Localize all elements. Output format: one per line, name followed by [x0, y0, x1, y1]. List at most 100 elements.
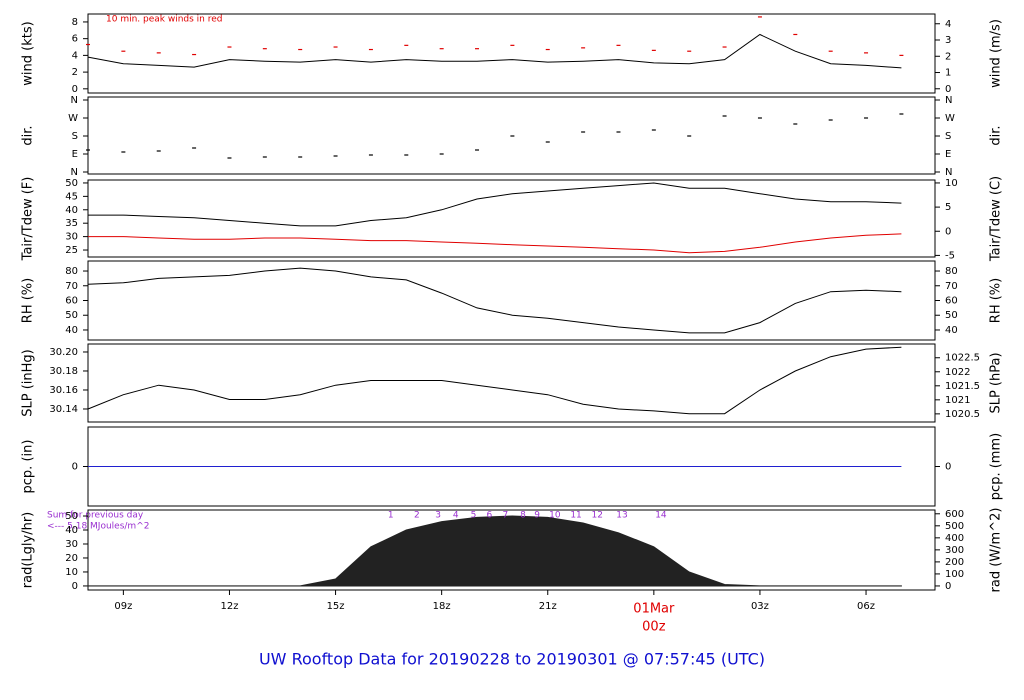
y2-tick-label: W [945, 113, 955, 124]
y2-tick-label: 400 [945, 533, 964, 544]
y2-tick-label: N [945, 95, 952, 106]
y-axis-label: dir. [21, 125, 36, 145]
hour-mark: 7 [502, 511, 508, 521]
y2-axis-label: dir. [989, 125, 1004, 145]
y2-tick-label: 0 [945, 226, 951, 237]
y2-tick-label: -5 [945, 250, 955, 261]
y-tick-label: 50 [65, 511, 78, 522]
panel-frame [87, 179, 936, 258]
y2-tick-label: 40 [945, 325, 958, 336]
date-label: 01Mar [633, 602, 675, 617]
y2-tick-label: 1022 [945, 367, 970, 378]
y2-tick-label: 0 [945, 462, 951, 473]
y-tick-label: 35 [65, 218, 78, 229]
hour-mark: 2 [414, 511, 420, 521]
y-tick-label: N [71, 95, 78, 106]
y2-tick-label: 60 [945, 296, 958, 307]
panel-frame [87, 13, 936, 94]
y-tick-label: N [71, 167, 78, 178]
y2-tick-label: 50 [945, 310, 958, 321]
y-tick-label: 70 [65, 281, 78, 292]
y-axis-label: rad(Lgly/hr) [21, 512, 36, 588]
hour-mark: 13 [616, 511, 627, 521]
y-tick-label: 4 [72, 50, 78, 61]
x-tick-label: 18z [433, 601, 451, 612]
y2-tick-label: 600 [945, 509, 964, 520]
y2-tick-label: 300 [945, 545, 964, 556]
y-tick-label: 0 [72, 581, 78, 592]
x-tick-label: 00z [642, 620, 666, 635]
rad-note: <--- 5.18 MJoules/m^2 [47, 522, 149, 532]
y2-axis-label: Tair/Tdew (C) [989, 176, 1004, 262]
y2-axis-label: rad (W/m^2) [989, 508, 1004, 593]
y-tick-label: 0 [72, 84, 78, 95]
data-line [88, 182, 902, 227]
y2-tick-label: 100 [945, 569, 964, 580]
y-axis-label: Tair/Tdew (F) [21, 177, 36, 262]
y-tick-label: 45 [65, 191, 78, 202]
y2-tick-label: N [945, 167, 952, 178]
y-tick-label: 30 [65, 232, 78, 243]
y2-tick-label: 10 [945, 178, 958, 189]
hour-mark: 3 [435, 511, 441, 521]
y-axis-label: pcp. (in) [21, 440, 36, 494]
hour-mark: 9 [534, 511, 540, 521]
y2-tick-label: 200 [945, 557, 964, 568]
y2-tick-label: 0 [945, 581, 951, 592]
y-tick-label: 40 [65, 205, 78, 216]
y2-tick-label: 5 [945, 202, 951, 213]
y2-tick-label: 1 [945, 68, 951, 79]
y-tick-label: 60 [65, 296, 78, 307]
y2-axis-label: wind (m/s) [989, 19, 1004, 88]
x-tick-label: 15z [327, 601, 345, 612]
y-tick-label: 30.18 [49, 366, 78, 377]
y2-tick-label: S [945, 131, 951, 142]
x-tick-label: 12z [220, 601, 238, 612]
y-tick-label: 50 [65, 310, 78, 321]
y2-axis-label: RH (%) [989, 278, 1004, 323]
y-tick-label: 40 [65, 525, 78, 536]
y-tick-label: 30.20 [49, 347, 78, 358]
y2-tick-label: 1021.5 [945, 381, 980, 392]
data-line [88, 233, 902, 254]
y2-tick-label: E [945, 149, 951, 160]
x-tick-label: 06z [857, 601, 875, 612]
chart-title: UW Rooftop Data for 20190228 to 20190301… [259, 650, 765, 669]
panel-frame [87, 260, 936, 341]
y2-tick-label: 4 [945, 19, 951, 30]
y-tick-label: 2 [72, 67, 78, 78]
y-axis-label: RH (%) [21, 278, 36, 323]
y2-tick-label: 3 [945, 35, 951, 46]
y-tick-label: 30.14 [49, 404, 78, 415]
y-tick-label: 25 [65, 245, 78, 256]
y2-tick-label: 0 [945, 84, 951, 95]
y-tick-label: E [72, 149, 78, 160]
hour-mark: 4 [453, 511, 459, 521]
panel-frame [87, 343, 936, 423]
hour-mark: 5 [471, 511, 477, 521]
hour-mark: 6 [487, 511, 493, 521]
y2-tick-label: 1021 [945, 395, 970, 406]
y-tick-label: 20 [65, 553, 78, 564]
y2-tick-label: 1022.5 [945, 353, 980, 364]
data-line [87, 33, 902, 69]
hour-mark: 14 [655, 511, 667, 521]
data-line [87, 346, 902, 415]
y2-tick-label: 2 [945, 51, 951, 62]
y-tick-label: 0 [72, 462, 78, 473]
hour-mark: 1 [388, 511, 394, 521]
wind-note: 10 min. peak winds in red [106, 15, 223, 25]
y-tick-label: S [72, 131, 78, 142]
hour-mark: 11 [570, 511, 581, 521]
hour-mark: 12 [592, 511, 603, 521]
y-tick-label: 10 [65, 567, 78, 578]
x-tick-label: 09z [114, 601, 132, 612]
y2-axis-label: SLP (hPa) [989, 352, 1004, 413]
rad-note: Sum for previous day [47, 511, 144, 521]
data-line [87, 267, 902, 334]
data-area [87, 515, 902, 587]
y-tick-label: 8 [72, 17, 78, 28]
y-tick-label: W [68, 113, 78, 124]
hour-mark: 10 [549, 511, 561, 521]
